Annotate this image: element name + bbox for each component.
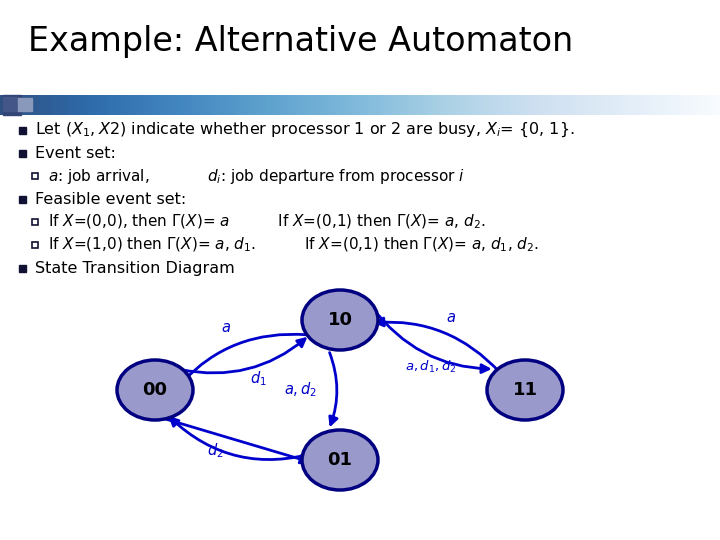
Text: $a,d_1,d_2$: $a,d_1,d_2$ <box>405 359 457 375</box>
FancyArrowPatch shape <box>372 307 489 373</box>
Text: Let $(X_1,X2)$ indicate whether processor 1 or 2 are busy, $X_i$= {0, 1}.: Let $(X_1,X2)$ indicate whether processo… <box>35 121 575 139</box>
Text: $d_2$: $d_2$ <box>207 441 224 460</box>
Text: $a$: job arrival,            $d_i$: job departure from processor $i$: $a$: job arrival, $d_i$: job departure f… <box>48 166 465 186</box>
Text: 01: 01 <box>328 451 353 469</box>
Text: 11: 11 <box>513 381 538 399</box>
Text: State Transition Diagram: State Transition Diagram <box>35 260 235 275</box>
Text: Event set:: Event set: <box>35 145 116 160</box>
Text: 10: 10 <box>328 311 353 329</box>
Bar <box>19 126 25 133</box>
Text: $a$: $a$ <box>446 309 456 325</box>
Bar <box>19 195 25 202</box>
Bar <box>19 265 25 272</box>
Bar <box>19 150 25 157</box>
FancyArrowPatch shape <box>171 418 318 460</box>
Text: If $X$=(0,0), then $\Gamma(X)$= $a$          If $X$=(0,1) then $\Gamma(X)$= $a$,: If $X$=(0,0), then $\Gamma(X)$= $a$ If $… <box>48 213 486 231</box>
Bar <box>32 242 38 248</box>
Text: If $X$=(1,0) then $\Gamma(X)$= $a$, $d_1$.          If $X$=(0,1) then $\Gamma(X): If $X$=(1,0) then $\Gamma(X)$= $a$, $d_1… <box>48 236 539 254</box>
FancyArrowPatch shape <box>330 353 337 424</box>
Bar <box>18 98 32 111</box>
Bar <box>3 95 21 115</box>
Bar <box>3 97 17 111</box>
Text: Example: Alternative Automaton: Example: Alternative Automaton <box>28 25 573 58</box>
Ellipse shape <box>487 360 563 420</box>
FancyArrowPatch shape <box>181 339 305 373</box>
FancyArrowPatch shape <box>161 418 307 463</box>
Text: 00: 00 <box>143 381 168 399</box>
FancyArrowPatch shape <box>377 318 500 373</box>
Text: Feasible event set:: Feasible event set: <box>35 192 186 206</box>
Ellipse shape <box>302 290 378 350</box>
Ellipse shape <box>117 360 193 420</box>
Ellipse shape <box>302 430 378 490</box>
Text: $a,d_2$: $a,d_2$ <box>284 381 318 400</box>
FancyArrowPatch shape <box>181 334 307 383</box>
Bar <box>32 173 38 179</box>
Bar <box>32 219 38 225</box>
Text: $a$: $a$ <box>221 320 230 334</box>
Text: $d_1$: $d_1$ <box>251 370 267 388</box>
